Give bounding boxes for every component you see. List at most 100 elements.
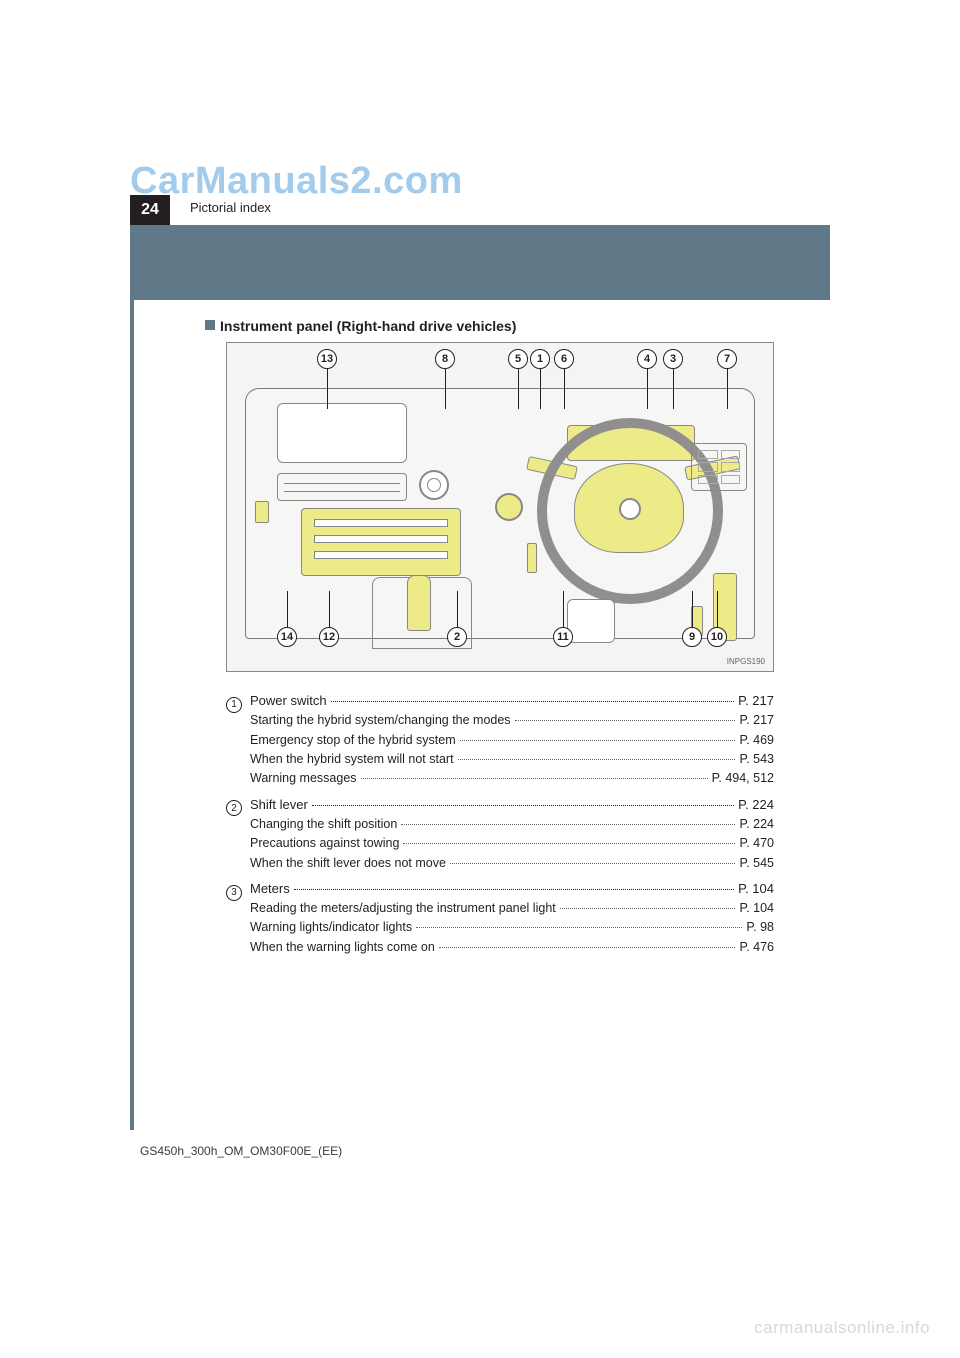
index-subitem: Reading the meters/adjusting the instrum… [226, 899, 774, 918]
index-list: 1 Power switch P. 217 Starting the hybrid s… [226, 685, 774, 957]
item-title: Meters [250, 879, 290, 899]
leader-dots [294, 889, 734, 890]
nav-screen [277, 403, 407, 463]
callout-leader [692, 591, 693, 627]
leader-dots [439, 947, 736, 948]
page-ref: P. 104 [739, 899, 774, 918]
leader-dots [331, 701, 735, 702]
leader-dots [458, 759, 736, 760]
callout-leader [564, 369, 565, 409]
callout-leader [540, 369, 541, 409]
header-title: Pictorial index [190, 200, 271, 215]
callout-bubble: 9 [682, 627, 702, 647]
subitem-label: When the shift lever does not move [250, 854, 446, 873]
callout-bubble: 11 [553, 627, 573, 647]
leader-dots [560, 908, 736, 909]
callout-leader [329, 591, 330, 627]
subitem-label: Precautions against towing [250, 834, 399, 853]
callout-bubble: 10 [707, 627, 727, 647]
callout-bubble: 12 [319, 627, 339, 647]
page-ref: P. 545 [739, 854, 774, 873]
index-item: 2Shift leverP. 224 [226, 795, 774, 815]
header-band [130, 225, 830, 300]
watermark-top: CarManuals2.com [130, 160, 463, 203]
wheel-emblem [619, 498, 641, 520]
page-ref: P. 543 [739, 750, 774, 769]
subitem-label: When the hybrid system will not start [250, 750, 454, 769]
callout-leader [287, 591, 288, 627]
item-number: 1 [226, 697, 242, 713]
switch-panel [691, 443, 747, 491]
callout-bubble: 4 [637, 349, 657, 369]
index-subitem: When the shift lever does not move P. 545 [226, 854, 774, 873]
page-ref: P. 476 [739, 938, 774, 957]
callout-bubble: 3 [663, 349, 683, 369]
index-subitem: When the hybrid system will not start P. … [226, 750, 774, 769]
footer-code: GS450h_300h_OM_OM30F00E_(EE) [140, 1144, 342, 1158]
leader-dots [361, 778, 708, 779]
subitem-label: Warning messages [250, 769, 357, 788]
callout-leader [647, 369, 648, 409]
power-switch [495, 493, 523, 521]
index-subitem: Warning messages P. 494, 512 [226, 769, 774, 788]
item-number: 3 [226, 885, 242, 901]
page-ref: P. 224 [738, 795, 774, 815]
callout-bubble: 14 [277, 627, 297, 647]
callout-leader [563, 591, 564, 627]
callout-leader [727, 369, 728, 409]
page-ref: P. 494, 512 [712, 769, 774, 788]
page-ref: P. 224 [739, 815, 774, 834]
leader-dots [401, 824, 735, 825]
item-title: Power switch [250, 691, 327, 711]
page-number: 24 [130, 195, 170, 225]
index-subitem: Emergency stop of the hybrid system P. 46… [226, 731, 774, 750]
index-subitem: Changing the shift position P. 224 [226, 815, 774, 834]
brake-pedal [567, 599, 615, 643]
leader-dots [450, 863, 736, 864]
index-item: 1 Power switch P. 217 [226, 691, 774, 711]
section-title: Instrument panel (Right-hand drive vehic… [220, 318, 516, 334]
callout-leader [327, 369, 328, 409]
index-item: 3MetersP. 104 [226, 879, 774, 899]
subitem-label: When the warning lights come on [250, 938, 435, 957]
index-subitem: Starting the hybrid system/changing the … [226, 711, 774, 730]
index-subitem: Precautions against towing P. 470 [226, 834, 774, 853]
page-ref: P. 217 [738, 691, 774, 711]
callout-leader [457, 591, 458, 627]
subitem-label: Starting the hybrid system/changing the … [250, 711, 511, 730]
callout-leader [518, 369, 519, 409]
shift-lever [407, 575, 431, 631]
center-knob [419, 470, 449, 500]
callout-leader [673, 369, 674, 409]
callout-bubble: 6 [554, 349, 574, 369]
page-ref: P. 470 [739, 834, 774, 853]
leader-dots [416, 927, 742, 928]
subitem-label: Emergency stop of the hybrid system [250, 731, 456, 750]
subitem-label: Changing the shift position [250, 815, 397, 834]
subitem-label: Reading the meters/adjusting the instrum… [250, 899, 556, 918]
callout-leader [445, 369, 446, 409]
leader-dots [515, 720, 736, 721]
audio-console [301, 508, 461, 576]
page-ref: P. 217 [739, 711, 774, 730]
watermark-bottom: carmanualsonline.info [754, 1318, 930, 1338]
trunk-opener [255, 501, 269, 523]
page-ref: P. 469 [739, 731, 774, 750]
leader-dots [312, 805, 734, 806]
diagram-code: INPGS190 [727, 657, 765, 666]
air-vents [277, 473, 407, 501]
item-title: Shift lever [250, 795, 308, 815]
leader-dots [403, 843, 735, 844]
section-marker [205, 320, 215, 330]
index-subitem: Warning lights/indicator lights P. 98 [226, 918, 774, 937]
instrument-panel-diagram: 138516437 1412211910 INPGS190 [226, 342, 774, 672]
tilt-telescopic-lever [527, 543, 537, 573]
index-subitem: When the warning lights come on P. 476 [226, 938, 774, 957]
callout-bubble: 2 [447, 627, 467, 647]
callout-bubble: 1 [530, 349, 550, 369]
leader-dots [460, 740, 736, 741]
callout-bubble: 13 [317, 349, 337, 369]
side-rule [130, 300, 134, 1130]
page-ref: P. 98 [746, 918, 774, 937]
subitem-label: Warning lights/indicator lights [250, 918, 412, 937]
